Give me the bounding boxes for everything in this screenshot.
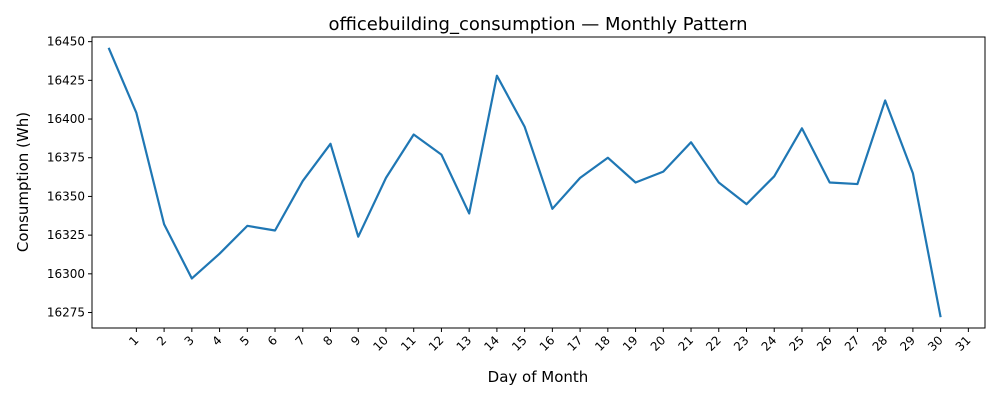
x-tick-label: 2	[154, 333, 169, 348]
y-tick-label: 16325	[47, 228, 85, 242]
y-tick-label: 16450	[47, 35, 85, 49]
x-tick-label: 16	[537, 333, 558, 354]
x-tick-label: 27	[842, 333, 863, 354]
x-tick-label: 6	[265, 333, 280, 348]
x-tick-label: 5	[237, 333, 252, 348]
x-tick-label: 13	[454, 333, 475, 354]
x-tick-label: 24	[759, 333, 780, 354]
chart-title: officebuilding_consumption — Monthly Pat…	[328, 14, 747, 35]
x-tick-label: 19	[620, 333, 641, 354]
x-tick-label: 11	[398, 333, 419, 354]
x-tick-label: 28	[870, 333, 891, 354]
x-tick-label: 4	[209, 333, 224, 348]
x-tick-label: 7	[293, 333, 308, 348]
x-tick-label: 26	[814, 333, 835, 354]
plot-area	[91, 36, 986, 329]
y-axis: 16275 16300 16325 16350 16375 16400 16425 16450	[47, 35, 92, 320]
x-tick-label: 21	[675, 333, 696, 354]
x-tick-label: 29	[897, 333, 918, 354]
x-axis: 1 2 3 4 5 6 7 8 9 10 11 12 13 14 15 16 17 18 19 20 21 22 23 24 2…	[126, 328, 973, 354]
y-tick-label: 16275	[47, 306, 85, 320]
y-tick-label: 16375	[47, 151, 85, 165]
x-tick-label: 15	[509, 333, 530, 354]
x-axis-label: Day of Month	[488, 368, 589, 386]
y-tick-label: 16400	[47, 112, 85, 126]
x-tick-label: 25	[786, 333, 807, 354]
x-tick-label: 18	[592, 333, 613, 354]
x-tick-label: 12	[426, 333, 447, 354]
y-axis-label: Consumption (Wh)	[14, 112, 32, 252]
x-tick-label: 8	[320, 333, 335, 348]
series-layer	[107, 47, 942, 318]
y-tick-label: 16350	[47, 189, 85, 203]
x-tick-label: 17	[565, 333, 586, 354]
x-tick-label: 10	[370, 333, 391, 354]
x-tick-label: 23	[731, 333, 752, 354]
x-tick-label: 3	[182, 333, 197, 348]
x-tick-label: 22	[703, 333, 724, 354]
x-tick-label: 20	[648, 333, 669, 354]
x-tick-label: 14	[481, 333, 502, 354]
x-tick-label: 9	[348, 333, 363, 348]
x-tick-label: 31	[953, 333, 974, 354]
x-tick-label: 1	[126, 333, 141, 348]
x-tick-label: 30	[925, 333, 946, 354]
y-tick-label: 16425	[47, 73, 85, 87]
y-tick-label: 16300	[47, 267, 85, 281]
series-line	[107, 47, 942, 318]
